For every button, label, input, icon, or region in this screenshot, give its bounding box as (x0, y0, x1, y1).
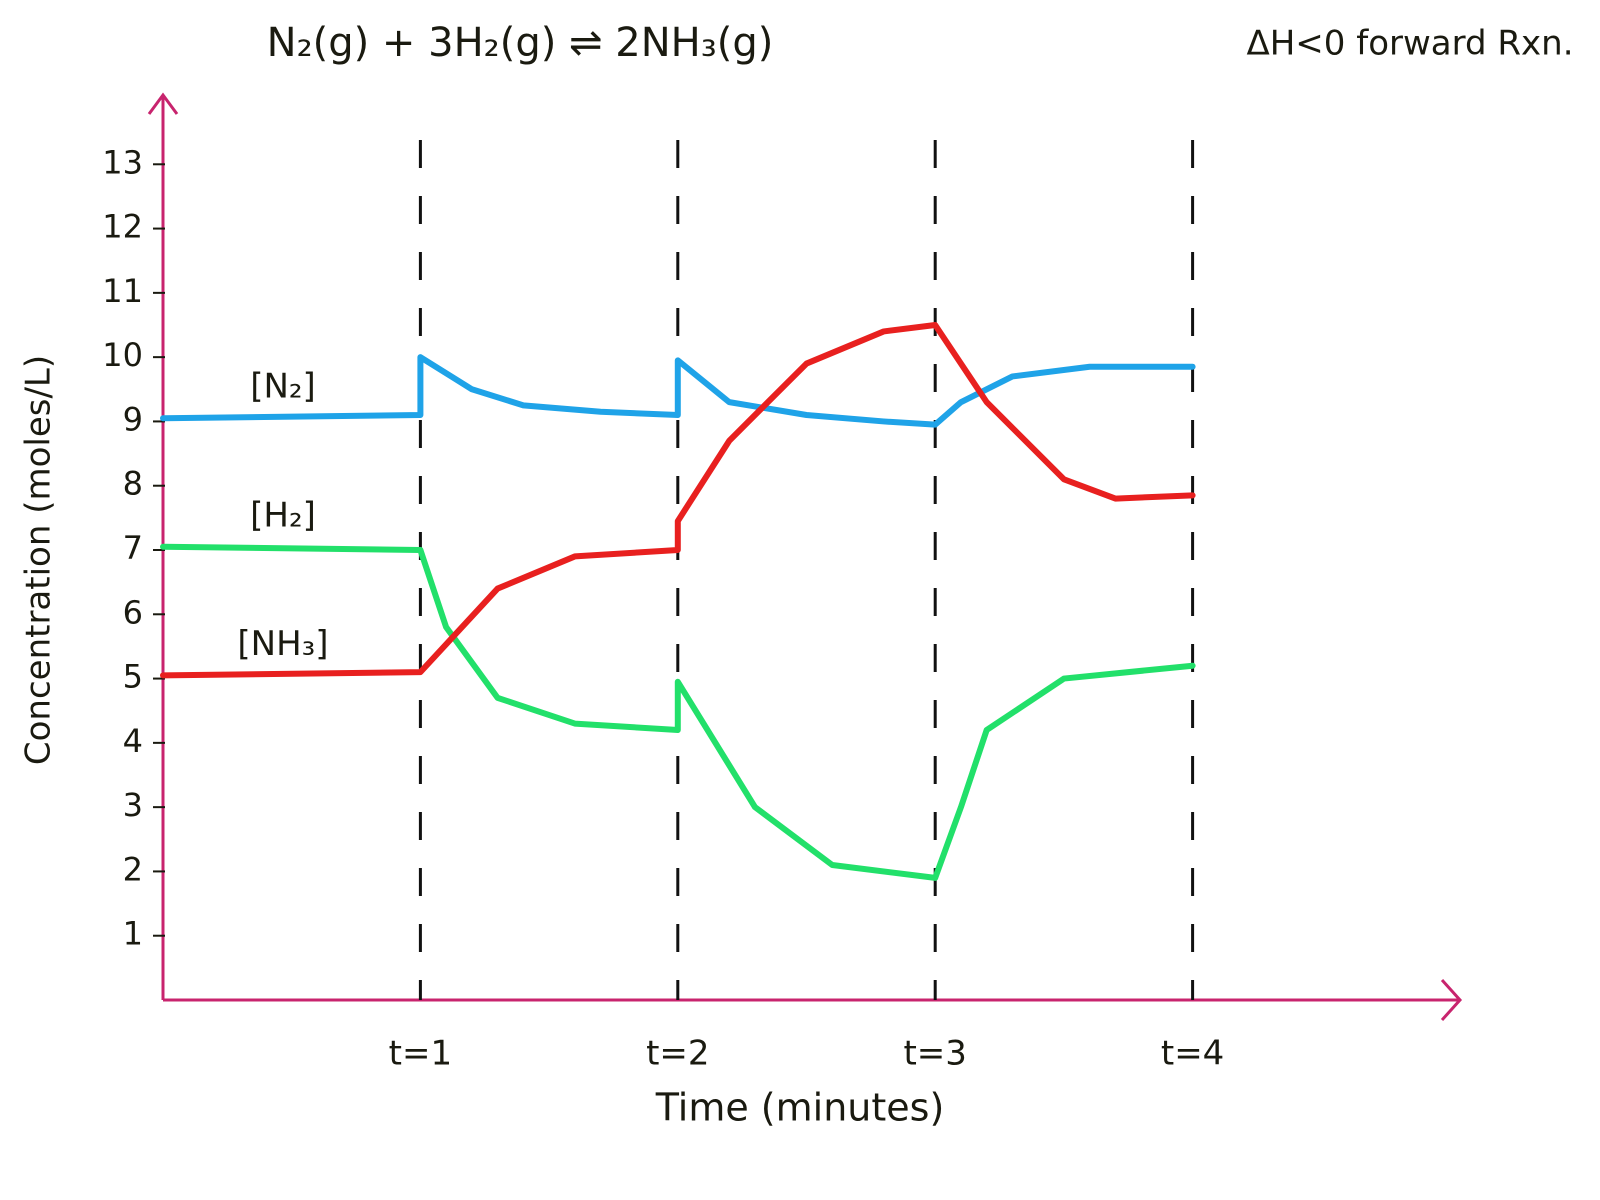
y-tick-label: 4 (123, 722, 143, 760)
y-tick-label: 6 (123, 593, 143, 631)
x-tick-label: t=1 (389, 1034, 452, 1074)
chart-title: N₂(g) + 3H₂(g) ⇌ 2NH₃(g) (267, 20, 774, 66)
annotation: ΔH<0 forward Rxn. (1246, 24, 1573, 64)
y-tick-label: 2 (123, 850, 143, 888)
x-tick-label: t=4 (1161, 1034, 1224, 1074)
y-axis-label: Concentration (moles/L) (19, 355, 59, 765)
series-label: [NH₃] (237, 624, 328, 664)
x-tick-label: t=3 (903, 1034, 966, 1074)
line (160, 322, 1196, 679)
y-tick-label: 13 (102, 143, 143, 181)
series-label: [H₂] (250, 495, 316, 535)
y-tick-label: 1 (123, 915, 143, 953)
x-tick-label: t=2 (646, 1034, 709, 1074)
y-tick-label: 11 (102, 272, 143, 310)
y-tick-label: 12 (102, 208, 143, 246)
y-tick-label: 9 (123, 400, 143, 438)
line (160, 354, 1196, 428)
x-axis-arrow (1440, 978, 1463, 1022)
y-tick-label: 8 (123, 465, 143, 503)
x-axis-label: Time (minutes) (655, 1086, 945, 1130)
y-tick-label: 5 (123, 658, 143, 696)
series-label: [N₂] (250, 367, 316, 407)
y-tick-label: 10 (102, 336, 143, 374)
line (160, 543, 1196, 881)
y-tick-label: 7 (123, 529, 143, 567)
y-tick-label: 3 (123, 786, 143, 824)
y-axis-arrow (147, 92, 179, 115)
